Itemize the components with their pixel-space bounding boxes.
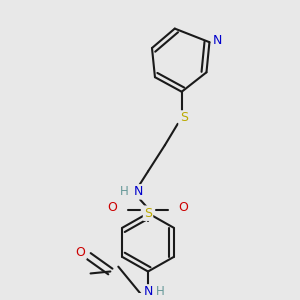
Text: S: S	[180, 112, 188, 124]
Text: N: N	[143, 285, 153, 298]
Text: N: N	[213, 34, 222, 47]
Text: N: N	[134, 185, 143, 198]
Text: H: H	[120, 185, 129, 198]
Text: O: O	[179, 201, 189, 214]
Text: S: S	[144, 207, 152, 220]
Text: O: O	[107, 201, 117, 214]
Text: H: H	[155, 285, 164, 298]
Text: O: O	[76, 246, 85, 259]
